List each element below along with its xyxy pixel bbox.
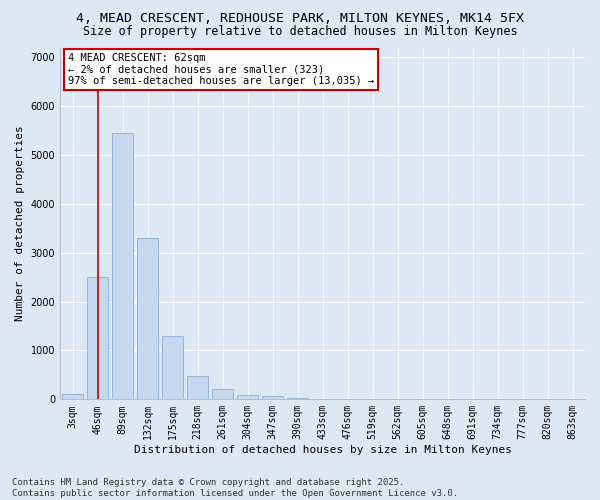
Bar <box>162 336 183 400</box>
Bar <box>137 238 158 400</box>
Bar <box>237 394 258 400</box>
Bar <box>287 398 308 400</box>
Bar <box>87 277 108 400</box>
Bar <box>187 376 208 400</box>
X-axis label: Distribution of detached houses by size in Milton Keynes: Distribution of detached houses by size … <box>134 445 512 455</box>
Bar <box>262 396 283 400</box>
Text: Size of property relative to detached houses in Milton Keynes: Size of property relative to detached ho… <box>83 25 517 38</box>
Text: Contains HM Land Registry data © Crown copyright and database right 2025.
Contai: Contains HM Land Registry data © Crown c… <box>12 478 458 498</box>
Y-axis label: Number of detached properties: Number of detached properties <box>15 126 25 322</box>
Text: 4 MEAD CRESCENT: 62sqm
← 2% of detached houses are smaller (323)
97% of semi-det: 4 MEAD CRESCENT: 62sqm ← 2% of detached … <box>68 53 374 86</box>
Text: 4, MEAD CRESCENT, REDHOUSE PARK, MILTON KEYNES, MK14 5FX: 4, MEAD CRESCENT, REDHOUSE PARK, MILTON … <box>76 12 524 26</box>
Bar <box>62 394 83 400</box>
Bar <box>112 133 133 400</box>
Bar <box>212 388 233 400</box>
